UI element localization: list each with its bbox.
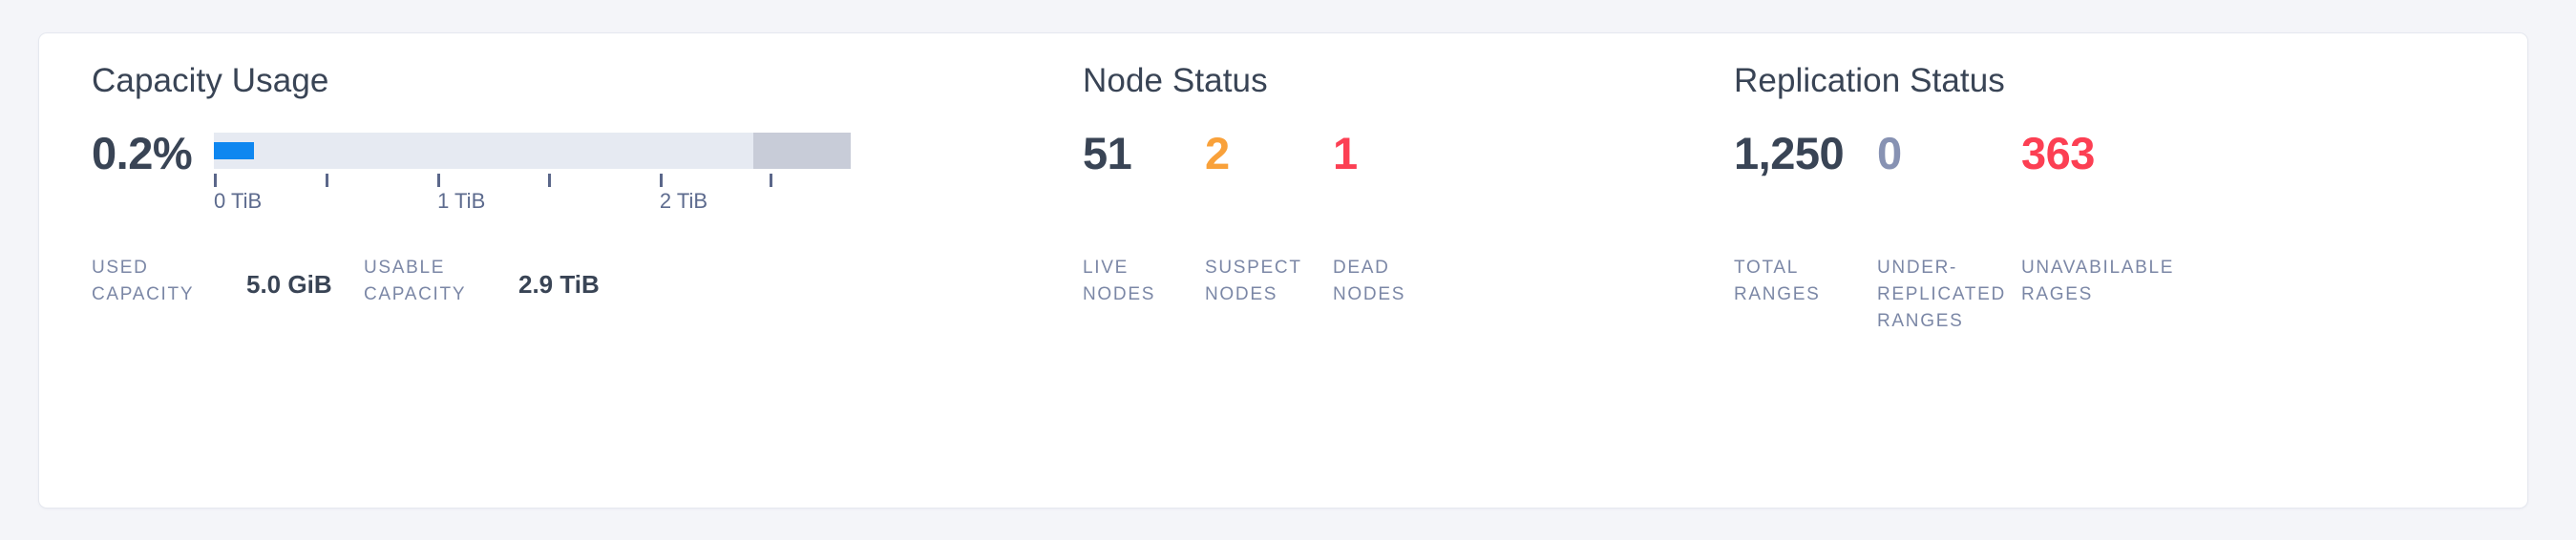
capacity-bar-tick-mark (214, 174, 217, 187)
capacity-bar-tick-mark (770, 174, 773, 187)
capacity-bar-tick-mark (437, 174, 441, 187)
capacity-bar-tick-label: 2 TiB (659, 189, 708, 213)
capacity-metric-value: 5.0 GiB (246, 270, 332, 299)
capacity-bar-used-fill (214, 142, 255, 159)
node-status-title: Node Status (1083, 62, 1268, 99)
node-status-stat-value: 1 (1333, 128, 1358, 178)
capacity-bar-unusable-segment (752, 133, 851, 169)
capacity-metric-value: 2.9 TiB (518, 270, 600, 299)
capacity-bar-tick-label: 0 TiB (214, 189, 263, 213)
node-status-stat-value: 51 (1083, 128, 1132, 178)
capacity-percent-value: 0.2% (92, 128, 193, 178)
replication-status-stat: 0 UNDER- REPLICATED RANGES (1877, 127, 2004, 331)
replication-status-stat-value: 363 (2021, 128, 2095, 178)
node-status-stat-caption: SUSPECT NODES (1205, 258, 1302, 304)
capacity-bar-tick-label: 1 TiB (437, 189, 486, 213)
node-status-stat-caption: DEAD NODES (1333, 258, 1406, 304)
replication-status-title: Replication Status (1734, 62, 2005, 99)
capacity-bar-tick-mark (548, 174, 552, 187)
node-status-stat-caption: LIVE NODES (1083, 258, 1156, 304)
capacity-metric: USED CAPACITY 5.0 GiB (92, 255, 332, 308)
capacity-metric: USABLE CAPACITY 2.9 TiB (364, 255, 600, 308)
replication-status-stat: 363 UNAVABILABLE RAGES (2021, 127, 2172, 304)
replication-status-stat-value: 0 (1877, 128, 1902, 178)
capacity-usage-row: 0.2% 0 TiB 1 TiB 2 TiB (92, 127, 1046, 232)
replication-status-stat-value: 1,250 (1734, 128, 1845, 178)
capacity-bar-tick-labels: 0 TiB 1 TiB 2 TiB (214, 189, 851, 214)
capacity-bar-tick-mark (659, 174, 663, 187)
capacity-bar-ticks (214, 174, 851, 187)
replication-status-stat-caption: UNAVABILABLE RAGES (2021, 258, 2175, 304)
node-status-stat-value: 2 (1205, 128, 1230, 178)
replication-status-stat-caption: UNDER- REPLICATED RANGES (1877, 258, 2006, 331)
replication-status-stat: 1,250 TOTAL RANGES (1734, 127, 1845, 304)
capacity-bar-tick-mark (325, 174, 328, 187)
capacity-bar-wrap: 0 TiB 1 TiB 2 TiB (214, 133, 851, 214)
node-status-stat: 2 SUSPECT NODES (1205, 127, 1300, 304)
panels-container: Capacity Usage 0.2% 0 TiB 1 TiB 2 TiB USED… (39, 33, 2527, 508)
capacity-metric-label: USED CAPACITY (92, 258, 195, 304)
cluster-overview-card: Capacity Usage 0.2% 0 TiB 1 TiB 2 TiB USED… (38, 32, 2528, 509)
replication-status-stat-caption: TOTAL RANGES (1734, 258, 1821, 304)
capacity-metric-label: USABLE CAPACITY (364, 258, 467, 304)
node-status-stat: 1 DEAD NODES (1333, 127, 1404, 304)
capacity-usage-title: Capacity Usage (92, 62, 329, 99)
node-status-stat: 51 LIVE NODES (1083, 127, 1153, 304)
capacity-bar-track (214, 133, 851, 169)
